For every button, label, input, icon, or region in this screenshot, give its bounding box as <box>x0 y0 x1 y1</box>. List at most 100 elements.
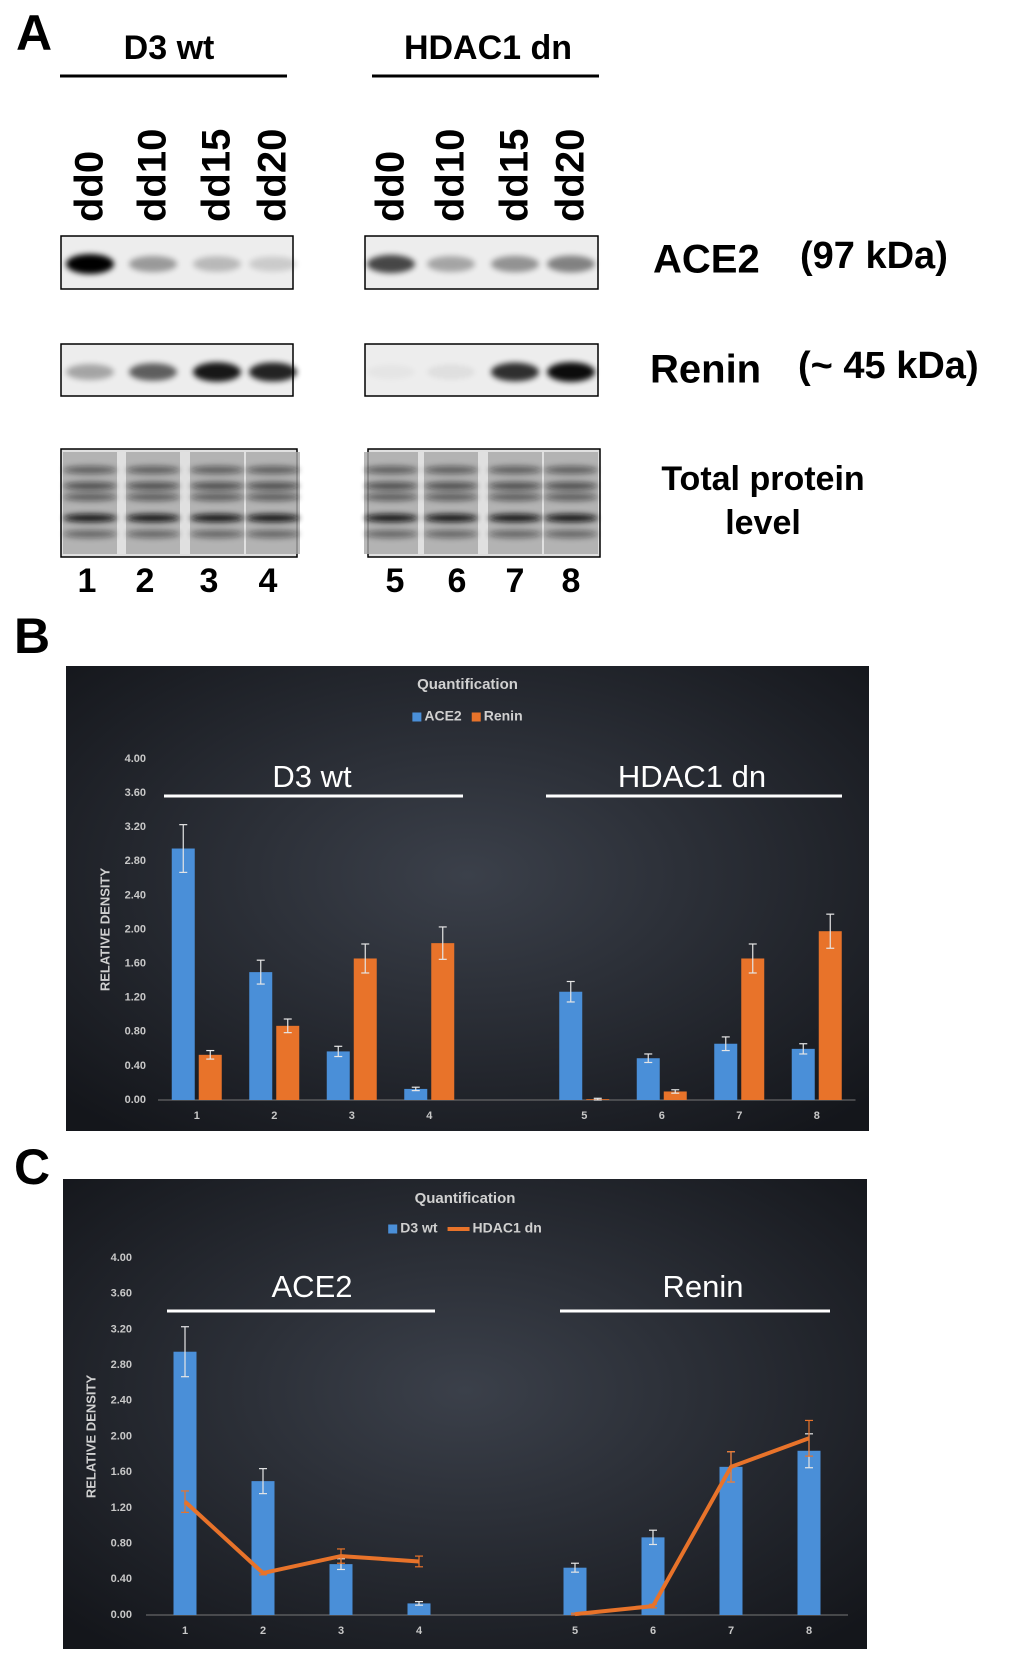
protein-name: Renin <box>650 348 761 392</box>
error-bar <box>415 1601 423 1606</box>
x-tick-label: 6 <box>659 1110 665 1122</box>
chart-title: Quantification <box>417 676 518 693</box>
bar <box>791 1048 815 1100</box>
y-tick-label: 0.40 <box>125 1060 146 1072</box>
y-tick-label: 0.40 <box>111 1573 132 1585</box>
lane-label: dd20 <box>251 129 295 222</box>
legend-item: D3 wt <box>388 1220 438 1236</box>
group-annotation: Renin <box>663 1269 744 1304</box>
x-tick-label: 3 <box>338 1625 344 1637</box>
error-bar <box>649 1529 657 1546</box>
protein-size: (97 kDa) <box>800 235 948 277</box>
error-bar <box>179 824 188 873</box>
bar <box>198 1054 222 1100</box>
blot-band <box>246 493 300 501</box>
legend-item: ACE2 <box>412 708 462 724</box>
blot-band <box>488 466 542 474</box>
error-bar <box>566 980 575 1003</box>
x-tick-label: 5 <box>572 1625 578 1637</box>
blot-band <box>544 482 598 490</box>
y-tick-label: 0.80 <box>111 1538 132 1550</box>
lane-number: 6 <box>448 562 467 600</box>
blot-band <box>126 482 180 490</box>
legend-swatch <box>388 1224 398 1234</box>
bar <box>663 1091 687 1100</box>
error-bar <box>826 913 835 949</box>
y-tick-label: 1.20 <box>111 1502 132 1514</box>
blot-band <box>364 530 418 538</box>
lane-number: 8 <box>562 562 581 600</box>
bar <box>719 1466 743 1615</box>
error-bar <box>256 959 265 985</box>
error-bar <box>593 1097 602 1101</box>
x-tick-label: 2 <box>260 1625 266 1637</box>
legend-swatch <box>471 712 481 722</box>
error-bar <box>799 1043 808 1055</box>
blot-band <box>63 530 117 538</box>
blot-band <box>488 493 542 501</box>
blot-band <box>367 365 415 379</box>
legend-label: HDAC1 dn <box>473 1220 542 1236</box>
panel-label: B <box>14 608 50 664</box>
blot-band <box>190 514 244 522</box>
error-bar <box>361 943 370 974</box>
bar <box>276 1025 300 1100</box>
error-bar <box>334 1045 343 1058</box>
error-bar <box>721 1036 730 1052</box>
error-bar <box>411 1086 420 1092</box>
x-tick-label: 7 <box>728 1625 734 1637</box>
legend-label: D3 wt <box>400 1220 438 1236</box>
x-tick-label: 1 <box>194 1110 200 1122</box>
bar <box>741 958 765 1100</box>
error-bar <box>438 926 447 960</box>
error-bar <box>644 1053 653 1064</box>
y-tick-label: 4.00 <box>111 1252 132 1264</box>
line <box>183 1436 810 1617</box>
y-tick-label: 1.20 <box>125 992 146 1004</box>
bar <box>407 1603 431 1615</box>
lane-number: 4 <box>259 562 278 600</box>
x-tick-label: 5 <box>581 1110 587 1122</box>
panel-label: A <box>16 5 52 61</box>
x-tick-label: 6 <box>650 1625 656 1637</box>
y-tick-label: 0.80 <box>125 1026 146 1038</box>
blot-band <box>66 364 114 380</box>
bar <box>326 1051 350 1100</box>
blot-band <box>126 514 180 522</box>
blot-band <box>193 362 241 382</box>
legend-label: ACE2 <box>424 708 462 724</box>
x-tick-label: 1 <box>182 1625 188 1637</box>
blot-band <box>488 530 542 538</box>
lane-label: dd15 <box>493 129 537 222</box>
blot-band <box>424 493 478 501</box>
x-tick-label: 3 <box>349 1110 355 1122</box>
blot-band <box>547 255 595 273</box>
x-tick-label: 8 <box>806 1625 812 1637</box>
y-tick-label: 3.20 <box>111 1323 132 1335</box>
blot-band <box>63 466 117 474</box>
bar <box>353 958 377 1100</box>
blot-band <box>129 255 177 273</box>
x-tick-label: 2 <box>271 1110 277 1122</box>
lane-number: 1 <box>78 562 97 600</box>
panel-label: C <box>14 1139 50 1195</box>
bar <box>636 1058 660 1100</box>
lane-number: 5 <box>386 562 405 600</box>
group-label: HDAC1 dn <box>404 29 572 67</box>
y-tick-label: 0.00 <box>125 1094 146 1106</box>
error-bar <box>748 943 757 974</box>
blot-band <box>364 514 418 522</box>
error-bar <box>283 1018 292 1034</box>
group-annotation: D3 wt <box>272 759 352 794</box>
lane-number: 2 <box>136 562 155 600</box>
blot-band <box>126 530 180 538</box>
blot-band <box>427 256 475 272</box>
blot-band <box>424 466 478 474</box>
y-tick-label: 2.00 <box>125 923 146 935</box>
y-tick-label: 3.20 <box>125 821 146 833</box>
error-bar <box>671 1089 680 1094</box>
group-annotation: ACE2 <box>272 1269 353 1304</box>
blot-band <box>488 482 542 490</box>
blot-band <box>190 530 244 538</box>
legend-label: Renin <box>484 708 523 724</box>
